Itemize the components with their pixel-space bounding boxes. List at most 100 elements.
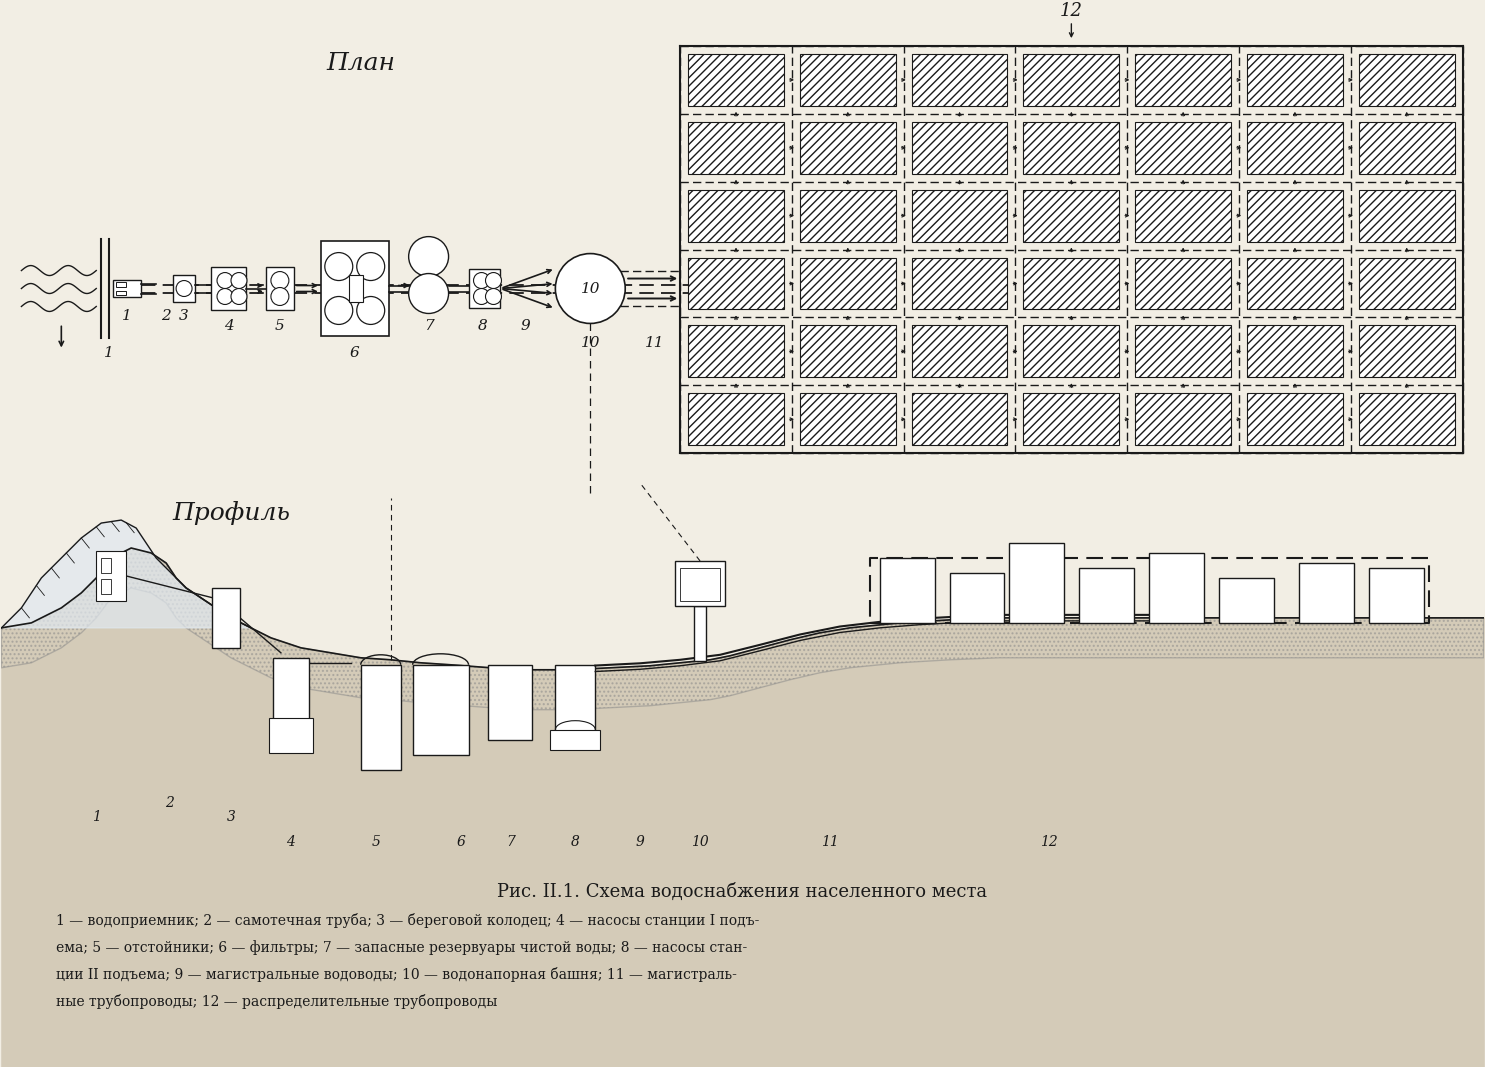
Bar [1023, 190, 1120, 241]
Text: 2: 2 [165, 796, 174, 810]
Bar [688, 257, 784, 309]
Text: 5: 5 [371, 835, 380, 849]
Circle shape [408, 237, 448, 276]
Bar [1247, 122, 1342, 174]
Text: 10: 10 [581, 336, 600, 350]
Text: 3: 3 [227, 811, 236, 825]
Bar [97, 551, 126, 601]
Text: 10: 10 [691, 835, 708, 849]
Text: ные трубопроводы; 12 — распределительные трубопроводы: ные трубопроводы; 12 — распределительные… [56, 993, 497, 1008]
Circle shape [325, 297, 353, 324]
Bar [693, 606, 705, 660]
Bar [688, 325, 784, 378]
Text: Профиль: Профиль [172, 501, 290, 525]
Circle shape [217, 272, 233, 288]
Text: 9: 9 [636, 835, 644, 849]
Bar [1023, 325, 1120, 378]
Bar [1149, 553, 1204, 623]
Circle shape [270, 271, 290, 289]
Bar [800, 54, 895, 106]
Bar [1359, 122, 1455, 174]
Text: 5: 5 [275, 319, 285, 334]
Bar [912, 325, 1007, 378]
Bar [266, 267, 294, 310]
Bar [269, 718, 313, 752]
Bar [688, 190, 784, 241]
Bar [1372, 571, 1421, 620]
Bar [1083, 571, 1132, 620]
Bar [688, 394, 784, 445]
Text: 1: 1 [92, 811, 101, 825]
Bar [952, 576, 1001, 620]
Bar [212, 588, 241, 648]
Bar [912, 122, 1007, 174]
Bar [349, 274, 362, 302]
Bar [1359, 325, 1455, 378]
Circle shape [555, 254, 625, 323]
Bar [1023, 394, 1120, 445]
Bar [912, 190, 1007, 241]
Text: 12: 12 [1041, 835, 1059, 849]
Bar [1359, 190, 1455, 241]
Circle shape [486, 272, 502, 288]
Text: Рис. II.1. Схема водоснабжения населенного места: Рис. II.1. Схема водоснабжения населенно… [497, 883, 988, 902]
Bar [912, 394, 1007, 445]
Bar [800, 190, 895, 241]
Bar [1359, 257, 1455, 309]
Bar [688, 54, 784, 106]
Bar [800, 257, 895, 309]
Text: 7: 7 [506, 835, 515, 849]
Bar [1247, 394, 1342, 445]
Bar [912, 257, 1007, 309]
Text: 2: 2 [162, 309, 171, 323]
Text: 10: 10 [581, 282, 600, 296]
Bar [1219, 578, 1274, 623]
Bar [912, 54, 1007, 106]
Circle shape [356, 253, 385, 281]
Text: 4: 4 [224, 319, 233, 334]
Bar [676, 561, 725, 606]
Bar [1222, 580, 1271, 620]
Bar [211, 267, 247, 310]
Text: 8: 8 [478, 319, 487, 334]
Circle shape [356, 297, 385, 324]
Bar [1135, 257, 1231, 309]
Bar [688, 122, 784, 174]
Text: 12: 12 [1060, 2, 1083, 20]
Circle shape [232, 288, 247, 304]
Bar [1013, 546, 1062, 620]
Text: 1 — водоприемник; 2 — самотечная труба; 3 — береговой колодец; 4 — насосы станци: 1 — водоприемник; 2 — самотечная труба; … [56, 912, 760, 928]
Bar [116, 290, 126, 296]
Bar [800, 325, 895, 378]
Circle shape [177, 281, 192, 297]
Bar [1359, 394, 1455, 445]
Bar [800, 122, 895, 174]
Circle shape [408, 273, 448, 314]
Text: 11: 11 [821, 835, 839, 849]
Text: 11: 11 [646, 336, 665, 350]
Bar [1359, 54, 1455, 106]
Bar [1152, 556, 1201, 620]
Text: 3: 3 [180, 309, 189, 323]
Text: ема; 5 — отстойники; 6 — фильтры; 7 — запасные резервуары чистой воды; 8 — насос: ема; 5 — отстойники; 6 — фильтры; 7 — за… [56, 940, 747, 955]
Circle shape [232, 272, 247, 288]
Text: 1: 1 [104, 347, 114, 361]
Bar [273, 657, 309, 722]
Text: 7: 7 [423, 319, 434, 334]
Bar [680, 568, 720, 601]
Circle shape [325, 253, 353, 281]
Bar [1369, 568, 1424, 623]
Bar [555, 665, 595, 735]
Bar [116, 282, 126, 287]
Text: 1: 1 [122, 309, 132, 323]
Bar [495, 673, 526, 732]
Bar [321, 240, 389, 336]
Bar [1010, 543, 1065, 623]
Text: 4: 4 [287, 835, 296, 849]
Bar [1023, 54, 1120, 106]
Polygon shape [1, 520, 251, 627]
Bar [1135, 190, 1231, 241]
Bar [1135, 54, 1231, 106]
Bar [413, 665, 469, 754]
Bar [1080, 568, 1135, 623]
